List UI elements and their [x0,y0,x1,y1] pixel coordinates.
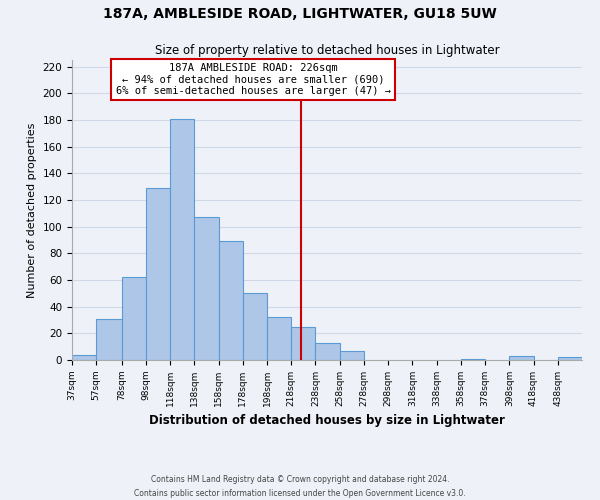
Bar [509,356,533,360]
Bar [340,350,364,360]
Text: 187A AMBLESIDE ROAD: 226sqm
← 94% of detached houses are smaller (690)
6% of sem: 187A AMBLESIDE ROAD: 226sqm ← 94% of det… [116,63,391,96]
Text: Contains HM Land Registry data © Crown copyright and database right 2024.
Contai: Contains HM Land Registry data © Crown c… [134,476,466,498]
Y-axis label: Number of detached properties: Number of detached properties [27,122,37,298]
Bar [194,218,218,360]
Bar [146,188,170,360]
Bar [170,118,194,360]
Bar [243,294,267,360]
Bar [72,354,96,360]
Bar [316,342,340,360]
Bar [96,318,122,360]
Bar [558,358,582,360]
Bar [461,358,485,360]
Text: 187A, AMBLESIDE ROAD, LIGHTWATER, GU18 5UW: 187A, AMBLESIDE ROAD, LIGHTWATER, GU18 5… [103,8,497,22]
Title: Size of property relative to detached houses in Lightwater: Size of property relative to detached ho… [155,44,499,58]
Bar [218,242,243,360]
Bar [122,278,146,360]
Bar [291,326,316,360]
X-axis label: Distribution of detached houses by size in Lightwater: Distribution of detached houses by size … [149,414,505,428]
Bar [267,318,291,360]
